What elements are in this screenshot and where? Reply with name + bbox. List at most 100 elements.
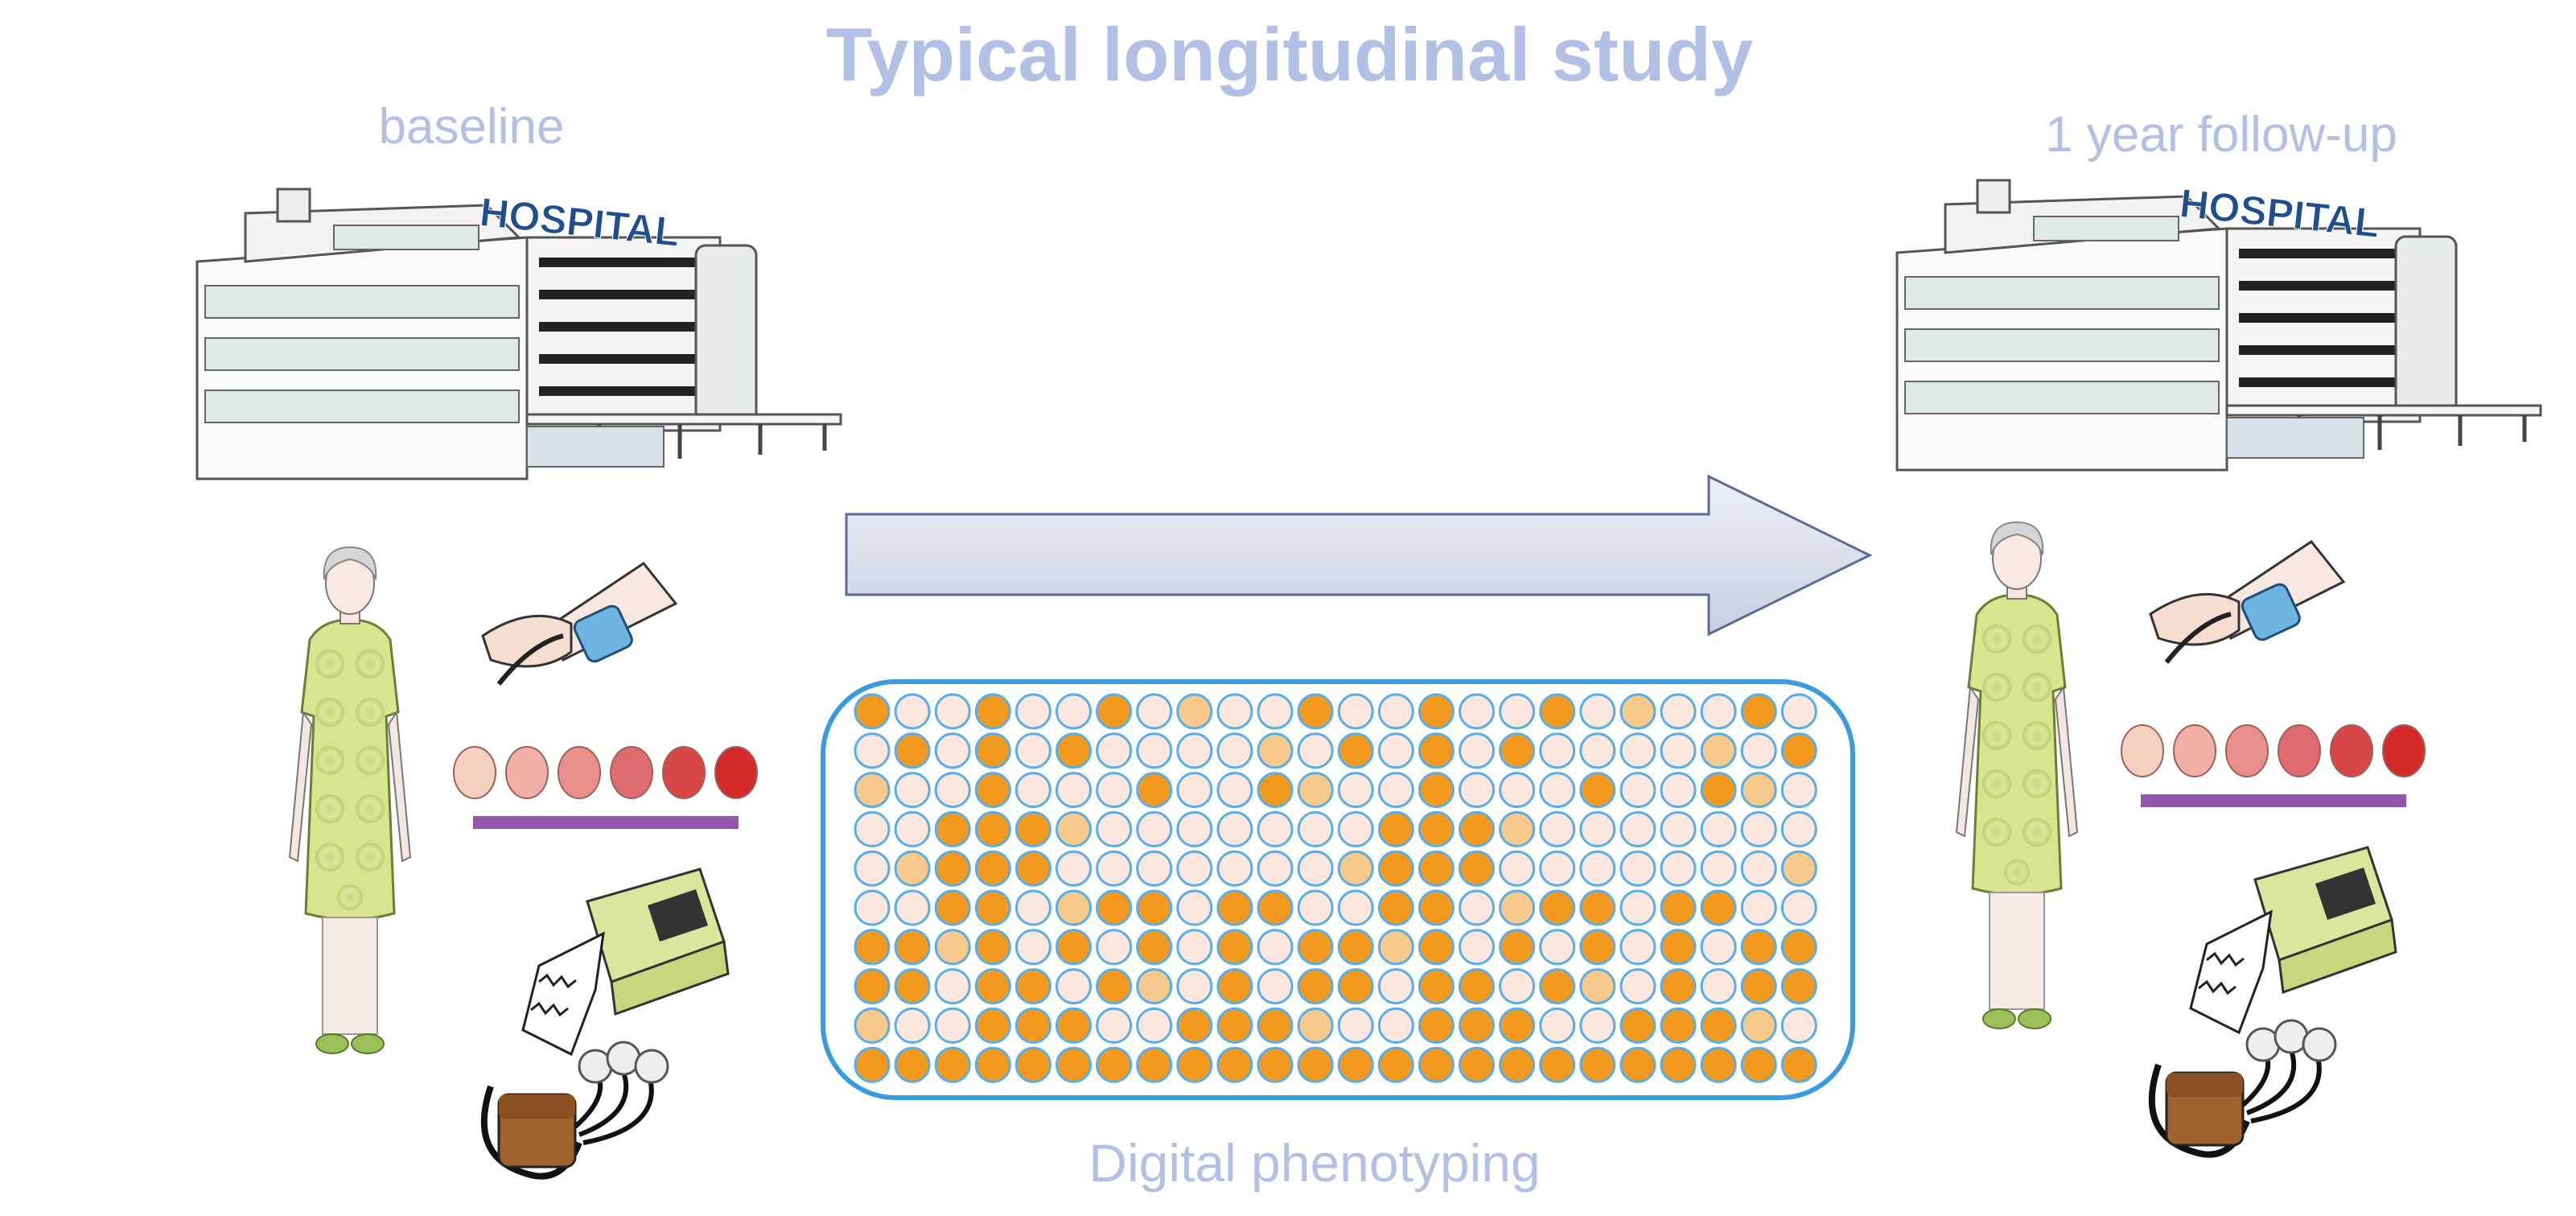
data-dot: [1418, 929, 1455, 966]
data-dot: [1136, 850, 1173, 887]
data-dot: [1257, 889, 1294, 926]
patient-followup: [1955, 521, 2079, 1030]
data-dot: [1056, 1046, 1092, 1083]
patient-baseline: [288, 546, 412, 1055]
data-dot: [1619, 732, 1656, 769]
hospital-right: HOSPITAL: [1897, 180, 2541, 470]
data-dot: [1136, 732, 1173, 769]
data-dot: [1499, 810, 1536, 847]
data-dot: [1377, 929, 1414, 966]
data-dot: [1700, 810, 1737, 847]
data-dot: [1660, 1046, 1697, 1083]
data-dot: [1700, 889, 1737, 926]
data-dot: [1377, 693, 1414, 730]
data-dot: [1740, 772, 1777, 809]
data-dot: [1700, 968, 1737, 1005]
data-dot: [1539, 772, 1576, 809]
data-dot: [1337, 889, 1374, 926]
data-dot: [1056, 889, 1092, 926]
data-dot: [934, 889, 971, 926]
data-dot: [1740, 810, 1777, 847]
data-dot: [854, 889, 891, 926]
data-dot: [1096, 929, 1133, 966]
data-dot: [1539, 968, 1576, 1005]
data-dot: [1136, 772, 1173, 809]
data-dot: [1337, 968, 1374, 1005]
data-dot: [1056, 850, 1092, 887]
data-dot: [1780, 1046, 1817, 1083]
data-dot: [1499, 929, 1536, 966]
data-dot: [934, 693, 971, 730]
data-dot: [974, 772, 1011, 809]
data-dot: [1136, 693, 1173, 730]
data-dot: [1780, 732, 1817, 769]
data-dot: [1700, 929, 1737, 966]
data-dot: [1499, 968, 1536, 1005]
data-dot: [1377, 889, 1414, 926]
data-dot: [934, 850, 971, 887]
data-dot: [1176, 693, 1213, 730]
data-dot: [1297, 732, 1334, 769]
data-dot: [1780, 810, 1817, 847]
data-dot: [1377, 810, 1414, 847]
data-dot: [1539, 732, 1576, 769]
data-dot: [1297, 1007, 1334, 1044]
data-dot: [854, 968, 891, 1005]
data-grid: [854, 693, 1817, 1083]
data-dot: [1619, 772, 1656, 809]
data-dot: [1700, 772, 1737, 809]
data-dot: [1459, 1007, 1495, 1044]
data-dot: [1459, 810, 1495, 847]
data-dot: [1014, 732, 1051, 769]
data-dot: [1740, 1007, 1777, 1044]
data-dot: [1418, 772, 1455, 809]
data-dot: [1014, 772, 1051, 809]
data-dot: [1579, 693, 1616, 730]
data-dot: [1096, 772, 1133, 809]
data-dot: [1337, 732, 1374, 769]
data-dot: [1056, 732, 1092, 769]
data-dot: [1459, 889, 1495, 926]
data-dot: [934, 732, 971, 769]
data-dot: [894, 772, 931, 809]
data-dot: [1700, 1007, 1737, 1044]
data-dot: [1014, 889, 1051, 926]
data-dot: [1257, 732, 1294, 769]
data-dot: [1418, 850, 1455, 887]
data-dot: [934, 968, 971, 1005]
data-dot: [1660, 772, 1697, 809]
data-dot: [1136, 968, 1173, 1005]
data-dot: [894, 1007, 931, 1044]
data-dot: [1459, 772, 1495, 809]
data-dot: [1740, 732, 1777, 769]
data-dot: [1459, 732, 1495, 769]
data-dot: [1700, 850, 1737, 887]
data-dot: [1014, 1046, 1051, 1083]
data-dot: [1539, 1007, 1576, 1044]
data-dot: [1257, 810, 1294, 847]
data-dot: [894, 1046, 931, 1083]
data-dot: [1056, 772, 1092, 809]
data-dot: [1337, 850, 1374, 887]
data-dot: [1700, 693, 1737, 730]
data-dot: [1459, 850, 1495, 887]
data-dot: [1014, 693, 1051, 730]
data-dot: [974, 1046, 1011, 1083]
data-dot: [1579, 810, 1616, 847]
data-dot: [1096, 1046, 1133, 1083]
data-dot: [1660, 693, 1697, 730]
data-dot: [1096, 693, 1133, 730]
data-dot: [894, 929, 931, 966]
data-dot: [1579, 1007, 1616, 1044]
data-dot: [1216, 1007, 1253, 1044]
data-dot: [1539, 693, 1576, 730]
data-dot: [1660, 732, 1697, 769]
data-dot: [1660, 968, 1697, 1005]
data-dot: [1176, 929, 1213, 966]
data-dot: [1418, 732, 1455, 769]
data-dot: [1740, 693, 1777, 730]
data-dot: [1014, 810, 1051, 847]
data-dot: [1297, 929, 1334, 966]
data-dot: [1418, 1046, 1455, 1083]
data-dot: [1377, 732, 1414, 769]
